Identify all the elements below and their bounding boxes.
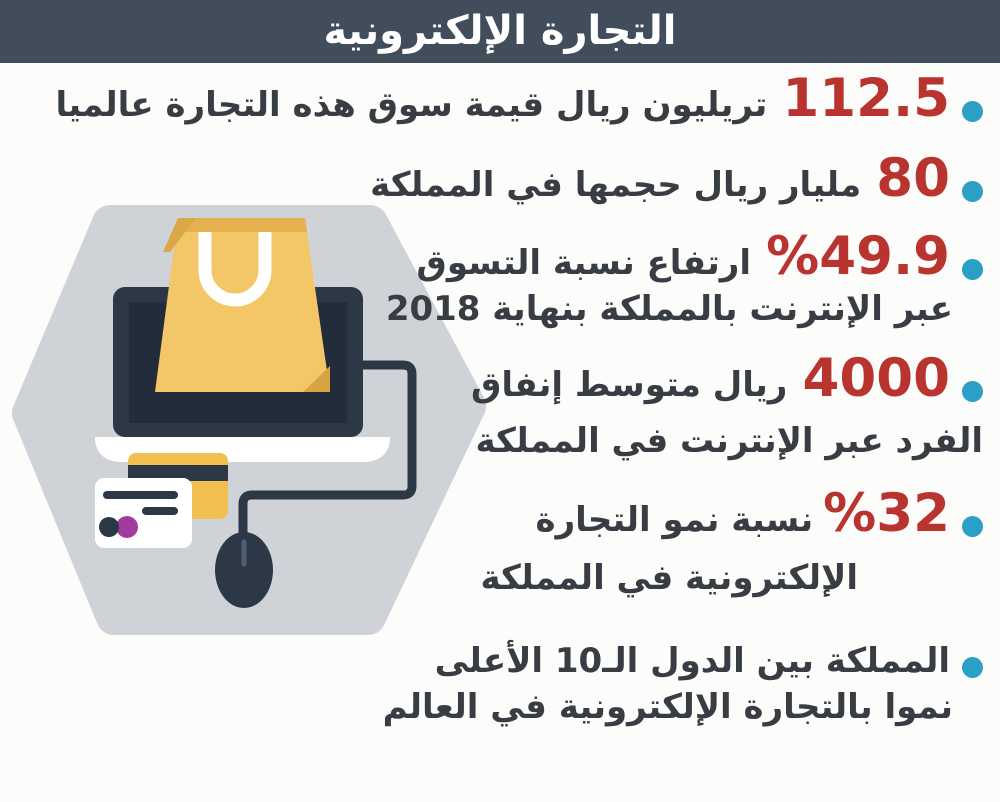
stat-text: ريال متوسط إنفاق — [470, 365, 788, 405]
bullet-dot — [962, 101, 983, 122]
stat-bullet-kingdom-volume: 80 مليار ريال حجمها في المملكة — [370, 150, 983, 208]
stat-line-continued: نموا بالتجارة الإلكترونية في العالم — [383, 684, 953, 730]
credit-card-icon — [95, 453, 228, 548]
bullet-dot — [962, 516, 983, 537]
stat-line: %32نسبة نمو التجارة — [480, 485, 983, 543]
stat-line-continued: عبر الإنترنت بالمملكة بنهاية 2018 — [386, 286, 953, 332]
stat-bullet-growth-rate: %32نسبة نمو التجارة الإلكترونية في الممل… — [480, 485, 983, 601]
stat-bullet-online-shopping-rate: %49.9 ارتفاع نسبة التسوق عبر الإنترنت با… — [386, 228, 983, 332]
stat-text: مليار ريال حجمها في المملكة — [370, 165, 862, 205]
bullet-dot — [962, 181, 983, 202]
stat-text: ارتفاع نسبة التسوق — [416, 243, 752, 283]
shopping-bag-icon — [155, 218, 330, 392]
stat-line: 112.5 تريليون ريال قيمة سوق هذه التجارة … — [55, 70, 983, 128]
bullet-dot — [962, 259, 983, 280]
stat-text: المملكة بين الدول الـ10 الأعلى — [434, 641, 950, 681]
stat-number: 112.5 — [782, 68, 950, 129]
stat-line: 80 مليار ريال حجمها في المملكة — [370, 150, 983, 208]
stat-line: المملكة بين الدول الـ10 الأعلى — [383, 638, 983, 684]
stat-line-continued: الفرد عبر الإنترنت في المملكة — [471, 418, 983, 464]
stat-line: %49.9 ارتفاع نسبة التسوق — [386, 228, 983, 286]
stat-text: الإلكترونية في المملكة — [480, 558, 858, 598]
stat-number: 80 — [876, 148, 950, 209]
stat-text: تريليون ريال قيمة سوق هذه التجارة عالميا — [55, 85, 768, 125]
page-title: التجارة الإلكترونية — [323, 8, 677, 54]
ecommerce-illustration — [12, 205, 486, 635]
header-bar: التجارة الإلكترونية — [0, 0, 1000, 63]
bullet-dot — [962, 657, 983, 678]
stat-bullet-top-ten-countries: المملكة بين الدول الـ10 الأعلى نموا بالت… — [383, 638, 983, 730]
stat-number: 4000 — [802, 348, 950, 409]
stat-number: %49.9 — [766, 226, 950, 287]
stat-line: 4000 ريال متوسط إنفاق — [471, 350, 983, 408]
stat-bullet-global-market: 112.5 تريليون ريال قيمة سوق هذه التجارة … — [55, 70, 983, 128]
stat-text: عبر الإنترنت بالمملكة بنهاية 2018 — [385, 289, 953, 329]
stat-text: نسبة نمو التجارة — [535, 500, 814, 540]
stat-text: الفرد عبر الإنترنت في المملكة — [475, 421, 983, 461]
mouse-cable — [238, 360, 417, 535]
stat-text: نموا بالتجارة الإلكترونية في العالم — [382, 687, 953, 727]
mouse-icon — [215, 532, 273, 608]
stat-bullet-average-spending: 4000 ريال متوسط إنفاق الفرد عبر الإنترنت… — [471, 350, 983, 464]
bullet-dot — [962, 381, 983, 402]
stat-number: %32 — [823, 483, 950, 544]
stat-line-continued: الإلكترونية في المملكة — [480, 555, 858, 601]
